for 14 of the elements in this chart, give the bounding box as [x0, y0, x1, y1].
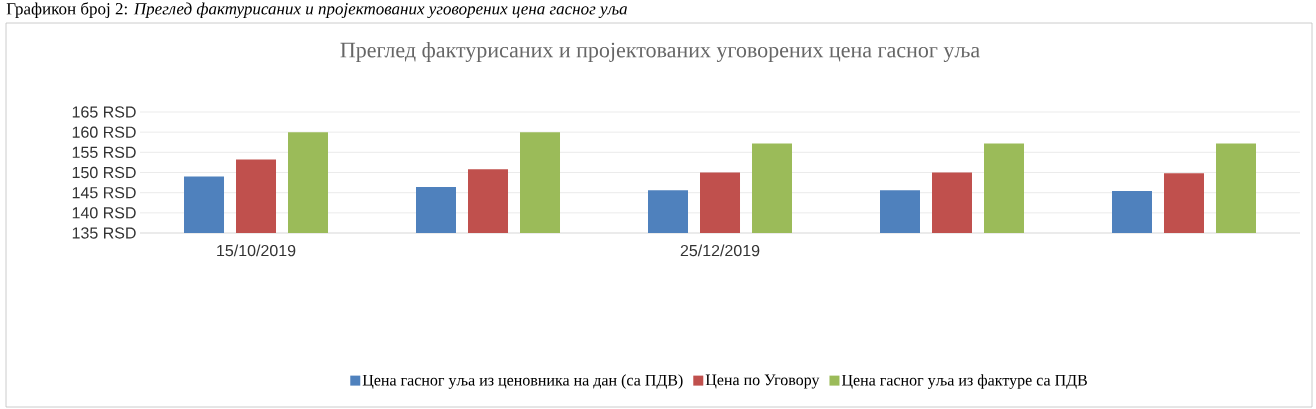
legend-label: Цена гасног уља из ценовника на дан (са ПДВ): [362, 374, 683, 389]
y-tick-label: 150 RSD: [72, 166, 136, 179]
y-tick-label: 155 RSD: [72, 146, 136, 158]
y-tick-label: 145 RSD: [72, 187, 136, 199]
x-tick-label: 15/10/2019: [217, 244, 296, 257]
legend-label: Цена по Уговору: [705, 374, 820, 389]
legend-label: Цена гасног уља из фактуре са ПДВ: [841, 374, 1087, 389]
y-tick-label: 135 RSD: [72, 227, 136, 239]
y-tick-label: 140 RSD: [72, 207, 136, 219]
chart-title: Преглед фактурисаних и пројектованих уговорених цена гасног уља: [340, 41, 980, 63]
y-tick-label: 165 RSD: [72, 106, 136, 118]
y-tick-label: 160 RSD: [72, 126, 136, 138]
text: Графикон број 2: Преглед фактурисаних и пројектованих уговорених цена гасног уља: [6, 2, 627, 19]
x-tick-label: 25/12/2019: [680, 244, 760, 257]
